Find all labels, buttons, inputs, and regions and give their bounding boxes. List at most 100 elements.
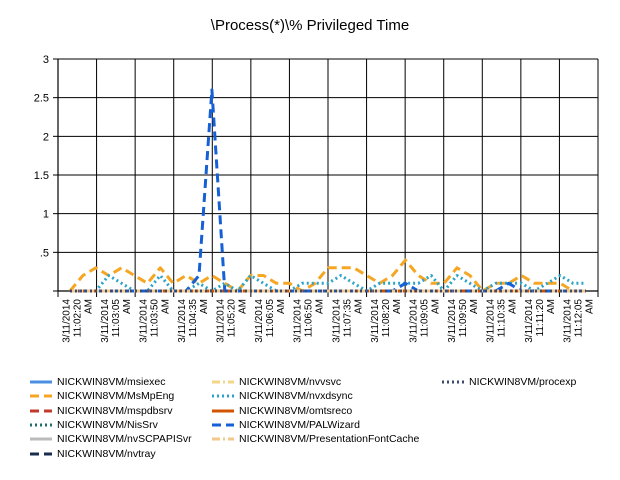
x-tick-label: 3/11/2014 11:06:05 AM [254, 299, 287, 343]
x-tick-label-line: AM [83, 299, 94, 314]
x-tick-label: 3/11/2014 11:07:35 AM [331, 299, 364, 343]
legend-swatch [212, 409, 234, 413]
x-tick-label-line: 3/11/2014 [216, 299, 227, 343]
x-tick-label-line: 3/11/2014 [370, 299, 381, 343]
x-tick-label-line: 3/11/2014 [447, 299, 458, 343]
legend-swatch [30, 380, 52, 384]
x-tick-label: 3/11/2014 11:05:20 AM [216, 299, 249, 343]
x-tick-label-line: 3/11/2014 [524, 299, 535, 343]
x-tick-label: 3/11/2014 11:06:50 AM [293, 299, 326, 343]
x-tick-label-line: AM [546, 299, 557, 314]
legend-item: NICKWIN8VM/MsMpEng [30, 390, 174, 402]
y-tick-label: 2.5 [34, 93, 49, 105]
x-tick-label-line: 11:10:35 [497, 299, 508, 338]
legend-swatch [30, 423, 52, 427]
x-tick-label-line: 3/11/2014 [138, 299, 149, 343]
x-tick-label-line: AM [160, 299, 171, 314]
legend-swatch [30, 394, 52, 398]
x-tick-label-line: 3/11/2014 [293, 299, 304, 343]
x-tick-label-line: 11:04:35 [188, 299, 199, 338]
x-tick-label-line: 11:09:05 [419, 299, 430, 338]
x-tick-label-line: AM [122, 299, 133, 314]
x-tick-label: 3/11/2014 11:09:50 AM [447, 299, 480, 343]
x-tick-label: 3/11/2014 11:04:35 AM [177, 299, 210, 343]
legend-item: NICKWIN8VM/nvvsvc [212, 376, 341, 388]
x-tick-label-line: AM [392, 299, 403, 314]
x-tick-label-line: 3/11/2014 [486, 299, 497, 343]
x-tick-label: 3/11/2014 11:08:20 AM [370, 299, 403, 343]
legend-swatch [212, 423, 234, 427]
x-tick-label-line: 11:06:05 [265, 299, 276, 338]
legend-item: NICKWIN8VM/omtsreco [212, 405, 352, 417]
legend-label: NICKWIN8VM/PresentationFontCache [239, 433, 420, 446]
legend-item: NICKWIN8VM/nvxdsync [212, 390, 353, 402]
x-tick-label: 3/11/2014 11:03:50 AM [138, 299, 171, 343]
x-tick-label: 3/11/2014 11:09:05 AM [408, 299, 441, 343]
legend-item: NICKWIN8VM/mspdbsrv [30, 405, 173, 417]
x-tick-label-line: 3/11/2014 [563, 299, 574, 343]
legend-label: NICKWIN8VM/omtsreco [239, 404, 353, 417]
y-tick-label: 1.5 [34, 170, 49, 182]
x-tick-label-line: 11:03:50 [149, 299, 160, 338]
legend-label: NICKWIN8VM/NisSrv [57, 418, 158, 431]
x-tick-label-line: 11:05:20 [227, 299, 238, 338]
legend-swatch [212, 437, 234, 441]
x-tick-label-line: 11:09:50 [458, 299, 469, 338]
x-tick-label-line: 11:11:20 [535, 299, 546, 337]
legend-swatch [212, 394, 234, 398]
x-tick-label-line: 3/11/2014 [254, 299, 265, 343]
series-lines [68, 88, 586, 293]
legend-label: NICKWIN8VM/mspdbsrv [57, 404, 173, 417]
legend-item: NICKWIN8VM/nvSCPAPISvr [30, 433, 192, 445]
x-tick-label-line: AM [469, 299, 480, 314]
y-tick-label: 3 [43, 54, 49, 66]
legend-item: NICKWIN8VM/NisSrv [30, 419, 158, 431]
x-tick-label-line: 11:02:20 [72, 299, 83, 338]
legend-label: NICKWIN8VM/PALWizard [239, 418, 360, 431]
legend-swatch [30, 409, 52, 413]
x-tick-label-line: AM [353, 299, 364, 314]
x-tick-label-line: 3/11/2014 [61, 299, 72, 343]
legend-label: NICKWIN8VM/nvtray [57, 447, 156, 460]
x-tick-label: 3/11/2014 11:12:05 AM [563, 299, 596, 343]
grid [57, 58, 599, 297]
x-tick-label-line: AM [430, 299, 441, 314]
x-tick-label-line: AM [315, 299, 326, 314]
y-tick-label: 1 [43, 209, 49, 221]
x-tick-label: 3/11/2014 11:11:20 AM [524, 299, 557, 343]
x-tick-label-line: 3/11/2014 [331, 299, 342, 343]
x-tick-label-line: AM [508, 299, 519, 314]
legend-label: NICKWIN8VM/procexp [469, 376, 577, 388]
x-tick-label-line: AM [199, 299, 210, 314]
legend-item: NICKWIN8VM/nvtray [30, 448, 156, 460]
legend-label: NICKWIN8VM/nvxdsync [239, 390, 353, 403]
y-tick-label: .5 [40, 247, 49, 259]
legend-item: NICKWIN8VM/procexp [442, 376, 576, 388]
chart-title: \Process(*)\% Privileged Time [211, 17, 409, 34]
legend-label: NICKWIN8VM/msiexec [57, 376, 166, 388]
x-tick-label-line: 11:08:20 [381, 299, 392, 338]
x-tick-label: 3/11/2014 11:02:20 AM [61, 299, 94, 343]
legend-label: NICKWIN8VM/MsMpEng [57, 390, 175, 403]
y-tick-label: 2 [43, 131, 49, 143]
x-tick-label-line: AM [585, 299, 596, 314]
legend-swatch [30, 452, 52, 455]
legend-item: NICKWIN8VM/PresentationFontCache [212, 433, 419, 445]
legend-swatch [212, 380, 234, 384]
legend-swatch [30, 437, 52, 441]
legend-swatch [442, 380, 464, 384]
x-tick-label-line: AM [276, 299, 287, 314]
legend-label: NICKWIN8VM/nvSCPAPISvr [57, 433, 192, 446]
x-tick-label-line: 11:07:35 [342, 299, 353, 338]
legend-item: NICKWIN8VM/PALWizard [212, 419, 360, 431]
x-tick-label-line: 11:06:50 [304, 299, 315, 338]
x-tick-label-line: 3/11/2014 [408, 299, 419, 343]
x-tick-label-line: 11:12:05 [574, 299, 585, 338]
series-line-7 [70, 274, 586, 293]
x-tick-label: 3/11/2014 11:10:35 AM [486, 299, 519, 343]
x-tick-label-line: AM [238, 299, 249, 314]
legend-label: NICKWIN8VM/nvvsvc [239, 376, 342, 388]
x-tick-label-line: 3/11/2014 [100, 299, 111, 343]
